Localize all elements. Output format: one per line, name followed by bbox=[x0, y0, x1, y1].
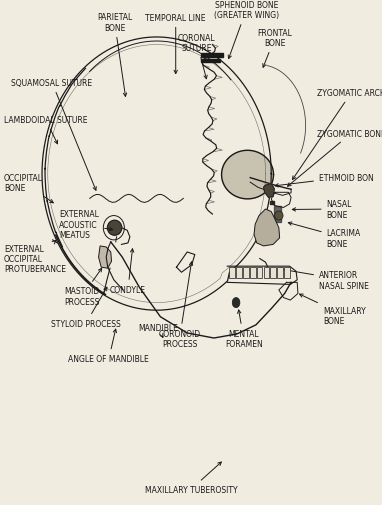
Polygon shape bbox=[201, 60, 220, 63]
Text: ZYGOMATIC ARCH: ZYGOMATIC ARCH bbox=[293, 89, 382, 180]
Polygon shape bbox=[274, 207, 281, 222]
Ellipse shape bbox=[275, 212, 283, 221]
Bar bbox=[264, 268, 269, 279]
Bar bbox=[270, 268, 276, 279]
Text: SQUAMOSAL SUTURE: SQUAMOSAL SUTURE bbox=[11, 79, 96, 191]
Polygon shape bbox=[99, 246, 112, 269]
Text: CORONAL
SUTURE: CORONAL SUTURE bbox=[178, 34, 215, 80]
Text: MENTAL
FORAMEN: MENTAL FORAMEN bbox=[225, 311, 262, 348]
Bar bbox=[257, 268, 262, 279]
Text: MASTOID
PROCESS: MASTOID PROCESS bbox=[65, 269, 102, 306]
Text: PARIETAL
BONE: PARIETAL BONE bbox=[97, 14, 132, 97]
Text: ANGLE OF MANDIBLE: ANGLE OF MANDIBLE bbox=[68, 329, 149, 364]
Text: LAMBDOIDAL SUTURE: LAMBDOIDAL SUTURE bbox=[4, 116, 87, 144]
Circle shape bbox=[232, 298, 240, 308]
Bar bbox=[243, 268, 249, 279]
Polygon shape bbox=[222, 151, 274, 199]
Text: EXTERNAL
OCCIPITAL
PROTUBERANCE: EXTERNAL OCCIPITAL PROTUBERANCE bbox=[4, 241, 66, 274]
Text: TEMPORAL LINE: TEMPORAL LINE bbox=[146, 14, 206, 74]
Bar bbox=[284, 268, 290, 279]
Text: CONDYLE: CONDYLE bbox=[110, 249, 146, 294]
Text: EXTERNAL
ACOUSTIC
MEATUS: EXTERNAL ACOUSTIC MEATUS bbox=[59, 210, 113, 239]
Text: ETHMOID BON: ETHMOID BON bbox=[275, 173, 374, 188]
Text: SPHENOID BONE
(GREATER WING): SPHENOID BONE (GREATER WING) bbox=[214, 1, 279, 60]
Polygon shape bbox=[264, 184, 274, 198]
Ellipse shape bbox=[107, 221, 122, 236]
Bar bbox=[277, 268, 283, 279]
Polygon shape bbox=[254, 210, 280, 246]
Text: MAXILLARY
BONE: MAXILLARY BONE bbox=[299, 294, 366, 325]
Text: STYLOID PROCESS: STYLOID PROCESS bbox=[51, 288, 121, 328]
Polygon shape bbox=[201, 54, 223, 58]
Text: CORONOID
PROCESS: CORONOID PROCESS bbox=[159, 263, 201, 348]
Bar bbox=[250, 268, 256, 279]
Bar bbox=[236, 268, 242, 279]
Text: MANDIBLE: MANDIBLE bbox=[139, 323, 178, 338]
Text: ZYGOMATIC BONE: ZYGOMATIC BONE bbox=[288, 129, 382, 187]
Text: MAXILLARY TUBEROSITY: MAXILLARY TUBEROSITY bbox=[145, 462, 237, 494]
Polygon shape bbox=[270, 201, 274, 205]
Bar bbox=[229, 268, 235, 279]
Text: LACRIMA
BONE: LACRIMA BONE bbox=[288, 223, 361, 248]
Text: OCCIPITAL
BONE: OCCIPITAL BONE bbox=[4, 174, 53, 204]
Text: NASAL
BONE: NASAL BONE bbox=[292, 200, 352, 219]
Text: ANTERIOR
NASAL SPINE: ANTERIOR NASAL SPINE bbox=[279, 268, 369, 290]
Text: FRONTAL
BONE: FRONTAL BONE bbox=[257, 29, 293, 68]
